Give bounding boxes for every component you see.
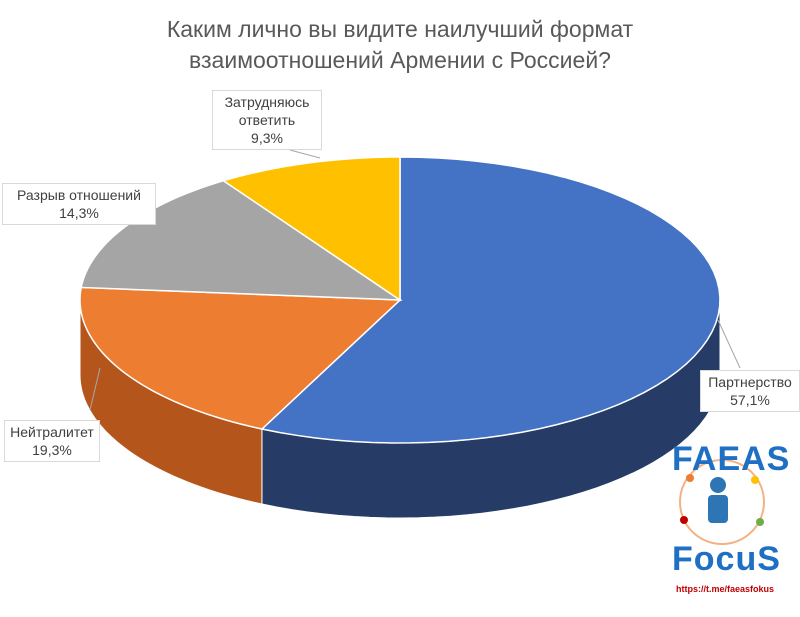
category-label: Затрудняюсь ответить [224,94,310,128]
category-label: Партнерство [708,374,792,390]
data-label: Нейтралитет 19,3% [4,420,100,462]
data-label: Затрудняюсь ответить 9,3% [212,90,322,150]
leader-line [89,367,101,411]
leader-line [289,149,321,159]
logo-url: https://t.me/faeasfokus [676,584,775,594]
pie [79,156,721,519]
logo-body [708,495,728,523]
value-label: 9,3% [251,130,283,146]
logo-text: FocuS [672,540,781,578]
slice [260,156,721,444]
logo-ring [679,459,765,545]
category-label: Нейтралитет [10,424,94,440]
data-label: Разрыв отношений 14,3% [2,183,156,225]
slice [221,156,401,302]
logo-dot [680,516,688,524]
data-label: Партнерство 57,1% [700,370,800,412]
category-label: Разрыв отношений [17,187,141,203]
value-label: 19,3% [32,442,72,458]
logo-dot [686,474,694,482]
logo-text: FAEAS [672,440,791,478]
logo-dot [756,518,764,526]
slice [80,179,403,301]
value-label: 57,1% [730,392,770,408]
slice [79,286,402,430]
chart-title: Каким лично вы видите наилучший формат в… [166,16,634,73]
value-label: 14,3% [59,205,99,221]
leader-line [717,319,741,369]
logo-dot [751,476,759,484]
logo-head [710,477,726,493]
logo-figure [679,459,765,545]
